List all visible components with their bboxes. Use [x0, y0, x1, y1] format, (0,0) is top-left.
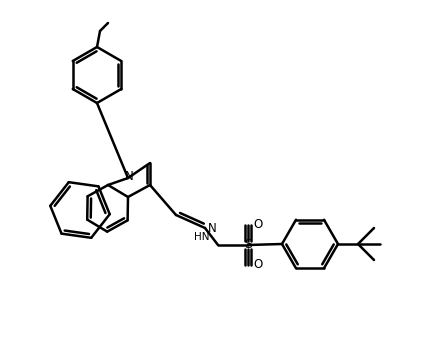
Text: N: N — [208, 223, 217, 236]
Text: HN: HN — [194, 232, 209, 243]
Text: O: O — [253, 259, 262, 272]
Text: S: S — [244, 238, 252, 252]
Text: N: N — [125, 171, 133, 184]
Text: O: O — [253, 218, 262, 231]
